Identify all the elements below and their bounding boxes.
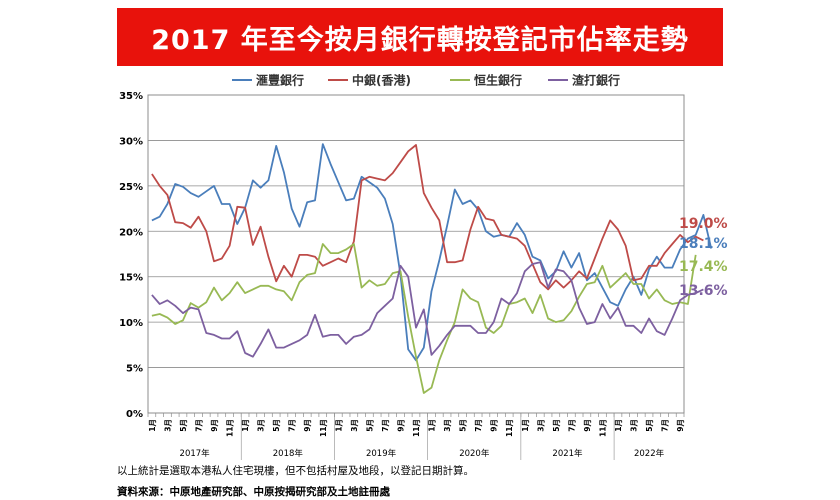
series-line-4 xyxy=(151,261,704,358)
y-tick-label: 15% xyxy=(119,273,143,284)
series-line-2 xyxy=(151,144,704,291)
x-tick-label: 7月 xyxy=(288,419,297,432)
x-tick-label: 3月 xyxy=(350,419,359,432)
x-tick-label: 11月 xyxy=(598,419,607,437)
x-tick-label: 5月 xyxy=(179,419,188,432)
x-tick-label: 1月 xyxy=(241,419,250,432)
footnote: 以上統計是選取本港私人住宅現樓，但不包括村屋及地段，以登記日期計算。 xyxy=(117,465,474,477)
x-tick-label: 7月 xyxy=(194,419,203,432)
year-label: 2022年 xyxy=(634,448,665,459)
end-value-label: 18.1% xyxy=(679,236,728,252)
legend: 滙豐銀行 中銀(香港) 恒生銀行 渣打銀行 xyxy=(232,73,620,88)
x-tick-label: 1月 xyxy=(334,419,343,432)
x-tick-label: 9月 xyxy=(676,419,685,432)
x-tick-label: 5月 xyxy=(645,419,654,432)
x-tick-label: 1月 xyxy=(148,419,157,432)
x-tick-label: 11月 xyxy=(319,419,328,437)
end-value-label: 13.6% xyxy=(679,283,728,299)
year-label: 2020年 xyxy=(459,448,490,459)
x-tick-label: 3月 xyxy=(536,419,545,432)
end-value-label: 19.0% xyxy=(679,216,728,232)
series-lines xyxy=(151,143,713,394)
x-tick-label: 5月 xyxy=(365,419,374,432)
end-labels: 18.1% 19.0% 17.4% 13.6% xyxy=(679,216,728,299)
y-tick-label: 5% xyxy=(126,364,143,375)
x-tick-label: 5月 xyxy=(552,419,561,432)
x-tick-label: 1月 xyxy=(428,419,437,432)
x-tick-label: 5月 xyxy=(272,419,281,432)
x-tick-label: 3月 xyxy=(443,419,452,432)
x-tick-label: 11月 xyxy=(226,419,235,437)
end-value-label: 17.4% xyxy=(679,259,728,275)
chart-title: 2017 年至今按月銀行轉按登記市佔率走勢 xyxy=(117,8,723,66)
x-tick-label: 9月 xyxy=(583,419,592,432)
y-tick-label: 20% xyxy=(119,227,143,238)
x-tick-label: 5月 xyxy=(459,419,468,432)
legend-label: 恒生銀行 xyxy=(474,73,522,88)
x-tick-label: 1月 xyxy=(521,419,530,432)
x-tick-label: 9月 xyxy=(490,419,499,432)
legend-label: 中銀(香港) xyxy=(352,73,411,88)
legend-label: 渣打銀行 xyxy=(572,73,620,88)
series-line-3 xyxy=(151,243,697,394)
x-tick-label: 9月 xyxy=(396,419,405,432)
x-tick-label: 1月 xyxy=(614,419,623,432)
y-tick-label: 25% xyxy=(119,182,143,193)
plot-area xyxy=(147,94,685,414)
year-label: 2017年 xyxy=(180,448,211,459)
x-tick-label: 7月 xyxy=(661,419,670,432)
year-label: 2019年 xyxy=(366,448,397,459)
x-tick-label: 3月 xyxy=(163,419,172,432)
grid-lines xyxy=(148,94,684,368)
x-tick-label: 11月 xyxy=(505,419,514,437)
legend-label: 滙豐銀行 xyxy=(256,73,304,88)
x-tick-label: 3月 xyxy=(257,419,266,432)
y-tick-label: 35% xyxy=(119,91,143,102)
source-note: 資料來源：中原地產研究部、中原按揭研究部及土地註冊處 xyxy=(117,486,390,498)
y-tick-label: 10% xyxy=(119,318,143,329)
y-tick-label: 30% xyxy=(119,136,143,147)
x-tick-label: 7月 xyxy=(474,419,483,432)
x-tick-label: 3月 xyxy=(630,419,639,432)
axes: 0% 5% 10% 15% 20% 25% 30% 35% 1月 3月 5月 7月 9月 11月 1月 3月 5… xyxy=(119,91,685,460)
x-tick-label: 7月 xyxy=(381,419,390,432)
x-tick-label: 9月 xyxy=(210,419,219,432)
year-label: 2021年 xyxy=(552,448,583,459)
y-tick-label: 0% xyxy=(126,409,143,420)
x-tick-label: 11月 xyxy=(412,419,421,437)
x-tick-label: 9月 xyxy=(303,419,312,432)
year-label: 2018年 xyxy=(273,448,304,459)
x-tick-label: 7月 xyxy=(567,419,576,432)
